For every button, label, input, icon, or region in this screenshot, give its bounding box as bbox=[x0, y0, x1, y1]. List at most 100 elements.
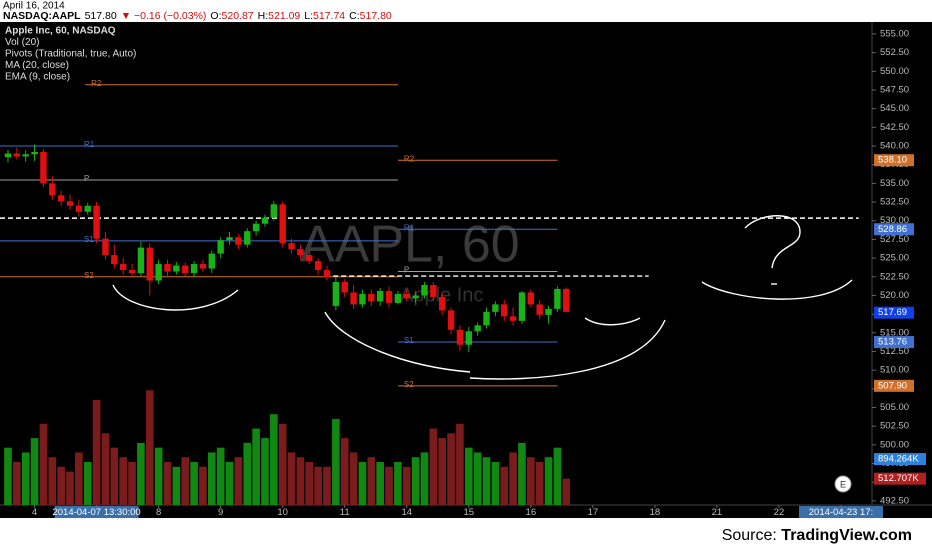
volume-bar bbox=[518, 442, 526, 505]
y-tick-label: 552.50 bbox=[880, 47, 909, 58]
candle-body bbox=[536, 304, 543, 315]
volume-bar bbox=[420, 452, 429, 505]
y-tick-label: 510.00 bbox=[880, 365, 909, 376]
y-tick-label: 550.00 bbox=[880, 66, 909, 77]
volume-bar bbox=[287, 452, 296, 505]
volume-bar bbox=[429, 428, 438, 505]
volume-bar bbox=[39, 423, 48, 505]
pivot-label: P bbox=[404, 266, 409, 275]
drawing-curve bbox=[112, 284, 239, 311]
volume-badge bbox=[874, 472, 926, 485]
candle-body bbox=[518, 292, 526, 321]
volume-bar bbox=[75, 452, 83, 505]
candle-body bbox=[190, 264, 198, 274]
price-badge bbox=[874, 154, 914, 167]
candle-body bbox=[563, 288, 570, 312]
volume-bar bbox=[367, 457, 376, 505]
volume-bar bbox=[491, 461, 500, 505]
candle-body bbox=[173, 265, 180, 272]
volume-bar bbox=[314, 466, 322, 505]
volume-bar bbox=[13, 461, 21, 505]
volume-bar bbox=[500, 466, 509, 505]
candle-body bbox=[350, 292, 357, 305]
volume-badge-label: 894.264K bbox=[878, 454, 919, 465]
volume-bar bbox=[411, 457, 420, 505]
pivot-label: R1 bbox=[404, 223, 415, 232]
candle-body bbox=[394, 293, 402, 303]
x-tick-label: 9 bbox=[218, 507, 223, 518]
volume-bar bbox=[270, 414, 278, 505]
candle-body bbox=[332, 281, 340, 306]
volume-bar bbox=[101, 433, 110, 505]
candle-body bbox=[509, 316, 517, 321]
candle-body bbox=[164, 264, 171, 272]
plot: R2 R1 P S1 S2 R2 R1 P S1 S2 bbox=[0, 79, 859, 505]
candle-body bbox=[4, 153, 12, 158]
x-tick-label: 21 bbox=[712, 507, 723, 518]
y-tick-label: 525.00 bbox=[880, 253, 909, 264]
volume-bar bbox=[57, 466, 65, 505]
chart-background bbox=[0, 22, 932, 518]
candle-body bbox=[31, 151, 38, 155]
volume-bar bbox=[21, 452, 30, 505]
source: Source: TradingView.com bbox=[722, 527, 912, 544]
volume-bar bbox=[473, 452, 482, 505]
volume-bar bbox=[110, 447, 119, 505]
source-prefix: Source: bbox=[722, 527, 782, 544]
y-tick-label: 502.50 bbox=[880, 421, 909, 432]
price-badge bbox=[874, 336, 914, 349]
watermark-name: Apple Inc bbox=[400, 284, 483, 306]
volume-bar bbox=[376, 461, 384, 505]
candle-body bbox=[102, 238, 109, 256]
volume-bar bbox=[48, 457, 57, 505]
candle-body bbox=[270, 204, 278, 218]
x-tick-label: 8 bbox=[156, 507, 161, 518]
candle-body bbox=[235, 237, 242, 245]
price-badge-label: 528.86 bbox=[878, 224, 907, 235]
volume-bar bbox=[145, 390, 154, 505]
earnings-label: E bbox=[840, 479, 846, 489]
x-tick-label: 11 bbox=[340, 507, 350, 518]
volume-bar bbox=[349, 452, 358, 505]
last-price: 517.80 bbox=[85, 10, 117, 22]
candle-body bbox=[368, 293, 375, 302]
candle-body bbox=[261, 217, 269, 224]
candle-body bbox=[527, 292, 535, 305]
date: April 16, 2014 bbox=[3, 1, 65, 12]
candle-body bbox=[279, 204, 286, 244]
volume-bar bbox=[261, 438, 269, 505]
hand-drawings bbox=[112, 215, 853, 380]
legend-entry: Apple Inc, 60, NASDAQ bbox=[5, 26, 116, 37]
x-tick-label: 22 bbox=[774, 507, 785, 518]
volume-bar bbox=[438, 438, 447, 505]
y-tick-label: 522.50 bbox=[880, 271, 909, 282]
volume-bar bbox=[394, 461, 402, 505]
ohlc-value: 517.80 bbox=[360, 10, 392, 22]
price-badge bbox=[874, 223, 914, 236]
volume-bar bbox=[30, 438, 39, 505]
header-line: NASDAQ:AAPL 517.80 ▼ −0.16 (−0.03%) O:520.8… bbox=[3, 10, 392, 22]
y-tick-label: 555.00 bbox=[880, 28, 909, 39]
candle-body bbox=[49, 183, 56, 196]
candle-body bbox=[84, 205, 91, 212]
ohlc-value: 520.87 bbox=[222, 10, 254, 22]
candle-body bbox=[314, 261, 322, 271]
y-tick-label: 532.50 bbox=[880, 197, 909, 208]
volume-bar bbox=[527, 457, 535, 505]
candle-body bbox=[182, 265, 189, 274]
candle-body bbox=[208, 253, 215, 269]
candle-body bbox=[412, 295, 419, 299]
volume-bar bbox=[252, 428, 260, 505]
volume-bar bbox=[234, 457, 243, 505]
earnings-marker[interactable] bbox=[834, 475, 852, 493]
candle-body bbox=[13, 153, 21, 157]
volume-bar bbox=[482, 457, 491, 505]
volume-bar bbox=[199, 466, 207, 505]
candle-body bbox=[483, 311, 490, 326]
drawing-curve bbox=[469, 319, 666, 380]
pivot-label: S1 bbox=[404, 336, 414, 345]
candle-body bbox=[22, 154, 29, 157]
volume-bar bbox=[402, 466, 411, 505]
candle-body bbox=[323, 270, 331, 278]
x-tick-label: 18 bbox=[650, 507, 661, 518]
